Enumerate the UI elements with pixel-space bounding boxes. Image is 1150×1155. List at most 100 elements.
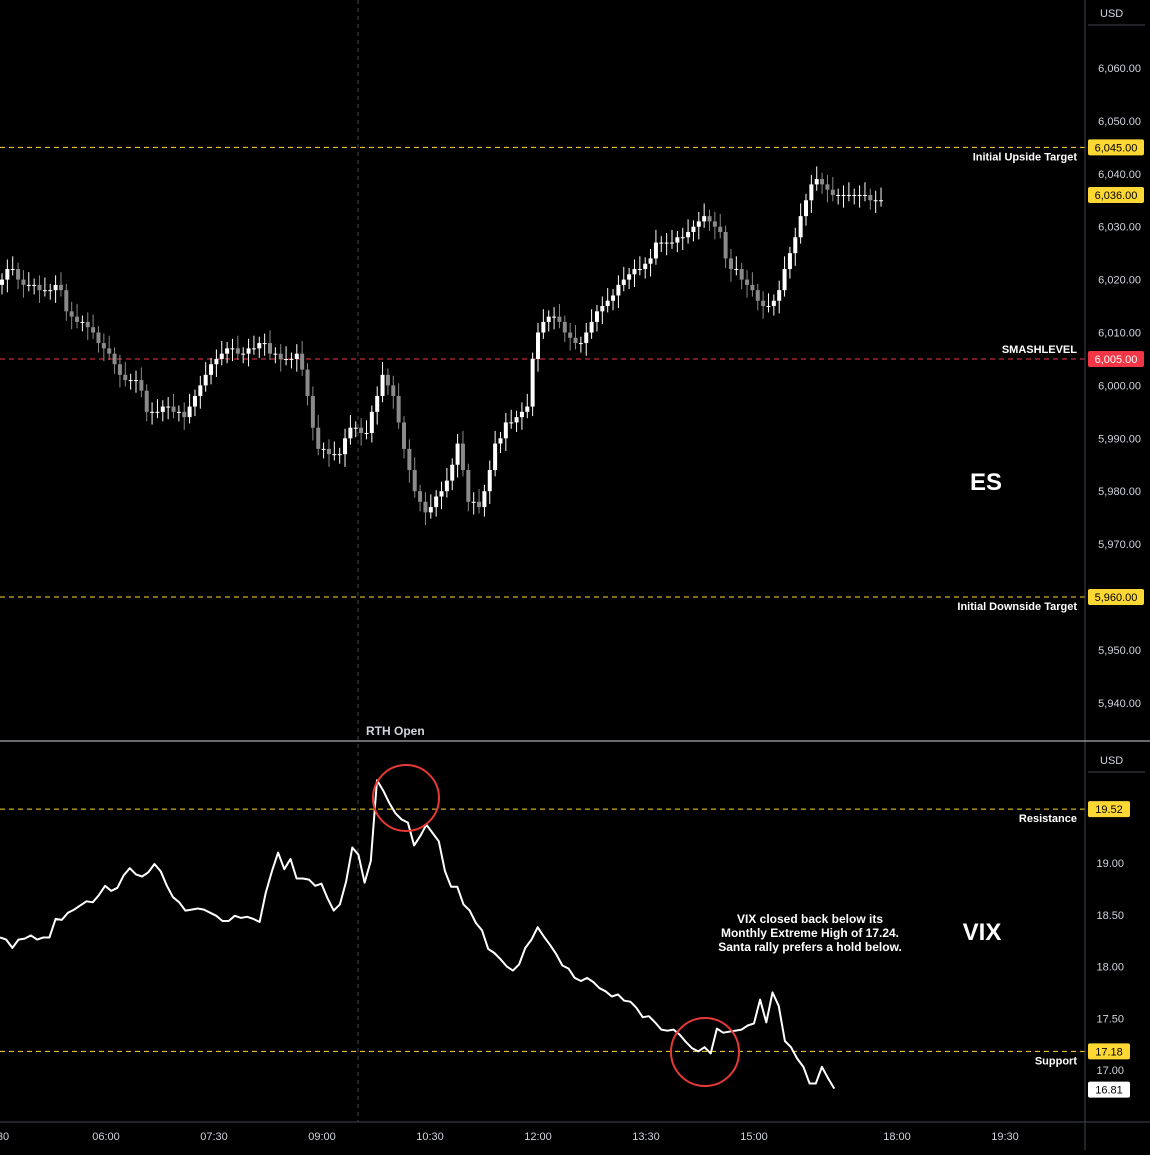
es-candle [187,393,192,424]
es-candle [755,283,760,311]
es-candle [198,375,203,409]
es-candle [96,326,101,353]
es-candle-body [284,358,289,360]
es-candle [64,283,69,321]
es-candle-body [117,364,122,375]
es-candle-body [48,290,53,292]
es-candle [284,346,289,366]
level-badge-text: 6,045.00 [1095,142,1138,154]
level-label: Support [1035,1055,1077,1067]
es-candle [26,272,31,292]
vix-symbol-label: VIX [963,919,1002,946]
es-candle [209,357,214,385]
es-candle [300,340,305,376]
es-candle-body [750,284,755,291]
es-candle-body [857,194,862,196]
es-candle [428,494,433,519]
es-candle [611,289,616,311]
es-candle [278,344,283,372]
x-tick-label: 06:00 [92,1131,120,1143]
es-candle-body [862,194,867,196]
es-candle [160,400,165,422]
es-candle [225,342,230,364]
es-candle-body [353,427,358,429]
es-candle-body [305,369,310,396]
vix-annotation-line: Monthly Extreme High of 17.24. [721,926,899,940]
es-candle [509,409,514,429]
es-candle [605,288,610,313]
es-candle [16,262,21,290]
es-candle-body [830,189,835,195]
es-candle-body [723,231,728,259]
es-candle [58,272,63,297]
es-candle [369,405,374,443]
es-candle [723,225,728,268]
es-candle-body [16,269,21,280]
es-candle [246,338,251,367]
es-candle-body [686,231,691,238]
es-candle [562,315,567,343]
es-candle [594,304,599,332]
es-candle-body [734,269,739,271]
es-candle-body [852,194,857,196]
es-candle-body [176,411,181,413]
es-candle [841,185,846,208]
es-candle-body [402,422,406,449]
es-candle [321,442,326,459]
x-tick-label: 10:30 [416,1131,444,1143]
es-candle-body [600,306,605,312]
es-candle-body [444,480,449,492]
es-candle [487,460,492,504]
es-candle [541,309,546,339]
es-candle [144,384,149,422]
es-candle [653,229,658,265]
es-candle [675,230,680,253]
es-candle [176,405,181,422]
es-candle [750,272,755,297]
vix-y-tick-label: 17.50 [1096,1013,1124,1025]
es-candle [659,236,664,253]
es-candle-body [766,306,771,308]
es-candle-body [278,353,283,359]
es-candle-body [187,406,192,418]
es-candle [337,447,342,464]
es-candle [128,373,133,390]
es-candle-body [310,395,315,428]
support-highlight-circle [670,1017,740,1087]
es-candle-body [514,417,519,423]
es-candle-body [332,454,337,456]
level-label: Resistance [1019,813,1077,825]
es-candle-body [150,411,155,413]
es-candle-body [91,327,96,333]
es-candle [471,492,476,515]
es-candle-body [573,337,578,344]
es-candle-body [203,374,208,386]
x-tick-label: 18:00 [883,1131,911,1143]
es-candle-body [536,332,540,359]
es-candle-body [712,221,717,227]
es-candle-body [718,226,723,232]
es-candle [402,416,406,459]
es-candle-body [498,438,503,444]
es-candle-body [525,406,530,412]
es-candle [117,354,122,388]
es-candle-body [26,284,31,286]
es-y-tick-label: 5,940.00 [1098,698,1141,710]
es-candle [787,246,792,279]
es-candle [482,484,487,517]
es-candle [600,296,605,325]
es-candle-body [182,411,187,418]
es-candle-body [321,448,326,450]
es-candle-body [69,311,74,317]
es-candle [305,363,310,406]
es-candle-body [670,242,674,244]
es-candle-body [841,194,846,196]
es-candle-body [771,300,776,307]
es-candle [670,229,674,249]
es-candle [664,233,669,256]
es-candle-body [219,353,224,359]
es-candle-body [246,348,251,354]
es-candle [80,315,85,332]
